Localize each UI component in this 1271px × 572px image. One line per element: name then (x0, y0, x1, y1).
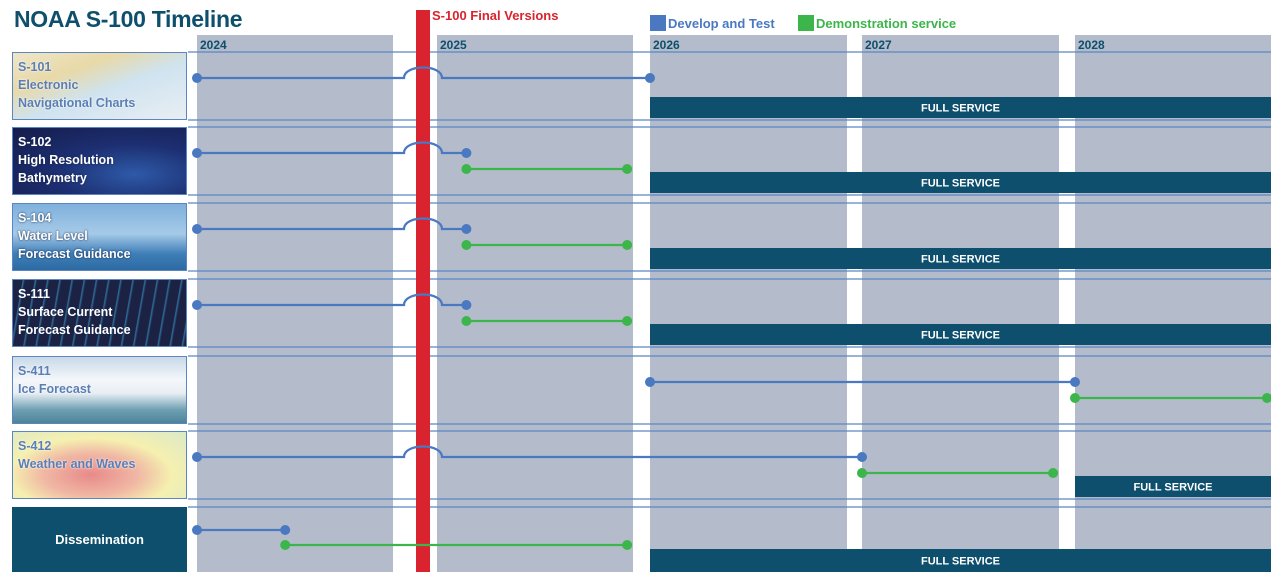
final-versions-marker (416, 10, 430, 572)
demo-end-dot (622, 316, 633, 326)
demo-start-dot (461, 164, 472, 174)
row-label-s-102: S-102 High Resolution Bathymetry (12, 127, 187, 195)
develop-end-dot (645, 73, 655, 83)
bathy-thumbnail (13, 128, 186, 194)
row-name-line: Ice Forecast (18, 382, 91, 396)
row-label-text: S-104 Water Level Forecast Guidance (18, 209, 131, 263)
row-name-line: High Resolution (18, 153, 114, 167)
full-service-bar (1075, 476, 1271, 497)
legend-develop: Develop and Test (650, 14, 775, 32)
row-label-s-412: S-412 Weather and Waves (12, 431, 187, 499)
full-service-bar (650, 248, 1271, 269)
row-code: S-102 (18, 135, 52, 149)
row-label-text: S-111 Surface Current Forecast Guidance (18, 285, 131, 339)
full-service-label: FULL SERVICE (921, 103, 1000, 115)
chart-thumbnail (13, 53, 186, 119)
demo-start-dot (461, 240, 472, 250)
full-service-bar (650, 324, 1271, 345)
row-code: S-111 (18, 287, 50, 301)
full-service-label: FULL SERVICE (921, 254, 1000, 266)
develop-line (197, 66, 650, 80)
develop-start-dot (192, 224, 202, 234)
year-label-2028: 2028 (1078, 38, 1105, 52)
demo-start-dot (1070, 393, 1080, 403)
year-label-2024: 2024 (200, 38, 227, 52)
weather-thumbnail (13, 432, 186, 498)
demo-end-dot (622, 540, 633, 550)
develop-start-dot (192, 148, 202, 158)
row-code: S-101 (18, 60, 52, 74)
year-band-2026 (650, 35, 847, 572)
year-band-2027 (862, 35, 1059, 572)
row-label-text: S-102 High Resolution Bathymetry (18, 133, 114, 187)
full-service-label: FULL SERVICE (921, 556, 1000, 568)
row-label-text: S-101 Electronic Navigational Charts (18, 58, 135, 112)
develop-line (197, 217, 467, 231)
row-label-text: S-411 Ice Forecast (18, 362, 91, 398)
row-label-dissemination: Dissemination (12, 507, 187, 572)
row-name-line: Weather and Waves (18, 457, 136, 471)
develop-start-dot (192, 73, 202, 83)
demo-end-dot (622, 164, 633, 174)
legend-demo: Demonstration service (798, 14, 956, 32)
develop-end-dot (857, 452, 867, 462)
develop-start-dot (192, 300, 202, 310)
develop-line (197, 141, 467, 155)
row-label-text: S-412 Weather and Waves (18, 437, 135, 473)
final-versions-label: S-100 Final Versions (432, 8, 559, 23)
demo-end-dot (1048, 468, 1059, 478)
demo-start-dot (857, 468, 867, 478)
legend-demo-swatch (798, 15, 814, 31)
full-service-label: FULL SERVICE (921, 178, 1000, 190)
legend-demo-label: Demonstration service (816, 15, 957, 31)
row-name-line: Electronic (18, 78, 79, 92)
develop-line (197, 445, 862, 459)
row-name-line: Forecast Guidance (18, 323, 131, 337)
year-label-2025: 2025 (440, 38, 467, 52)
demo-end-dot (1262, 393, 1271, 403)
row-label-s-101: S-101 Electronic Navigational Charts (12, 52, 187, 120)
current-thumbnail (13, 280, 186, 346)
row-name-line: Navigational Charts (18, 96, 136, 110)
page-title: NOAA S-100 Timeline (14, 6, 243, 32)
full-service-bar (650, 97, 1271, 118)
year-label-2026: 2026 (653, 38, 680, 52)
demo-start-dot (461, 316, 472, 326)
row-name-line: Forecast Guidance (18, 247, 131, 261)
develop-line (197, 293, 467, 307)
row-label-s-111: S-111 Surface Current Forecast Guidance (12, 279, 187, 347)
row-code: S-412 (18, 439, 52, 453)
develop-end-dot (461, 148, 472, 158)
full-service-bar (650, 172, 1271, 193)
develop-start-dot (192, 525, 202, 535)
year-band-2024 (197, 35, 393, 572)
full-service-label: FULL SERVICE (1133, 482, 1212, 494)
legend-develop-swatch (650, 15, 666, 31)
row-label-s-411: S-411 Ice Forecast (12, 356, 187, 424)
row-code: S-411 (18, 364, 51, 378)
develop-end-dot (1070, 377, 1080, 387)
develop-end-dot (461, 300, 472, 310)
row-label-s-104: S-104 Water Level Forecast Guidance (12, 203, 187, 271)
demo-start-dot (280, 540, 291, 550)
legend-develop-label: Develop and Test (668, 15, 775, 31)
row-name-line: Bathymetry (18, 171, 87, 185)
water-thumbnail (13, 204, 186, 270)
full-service-label: FULL SERVICE (921, 330, 1000, 342)
develop-end-dot (280, 525, 291, 535)
develop-start-dot (645, 377, 655, 387)
demo-end-dot (622, 240, 633, 250)
ice-thumbnail (13, 357, 186, 423)
develop-end-dot (461, 224, 472, 234)
develop-start-dot (192, 452, 202, 462)
row-code: S-104 (18, 211, 52, 225)
row-name-line: Water Level (18, 229, 88, 243)
row-name-line: Surface Current (18, 305, 113, 319)
year-label-2027: 2027 (865, 38, 892, 52)
full-service-bar (650, 549, 1271, 572)
